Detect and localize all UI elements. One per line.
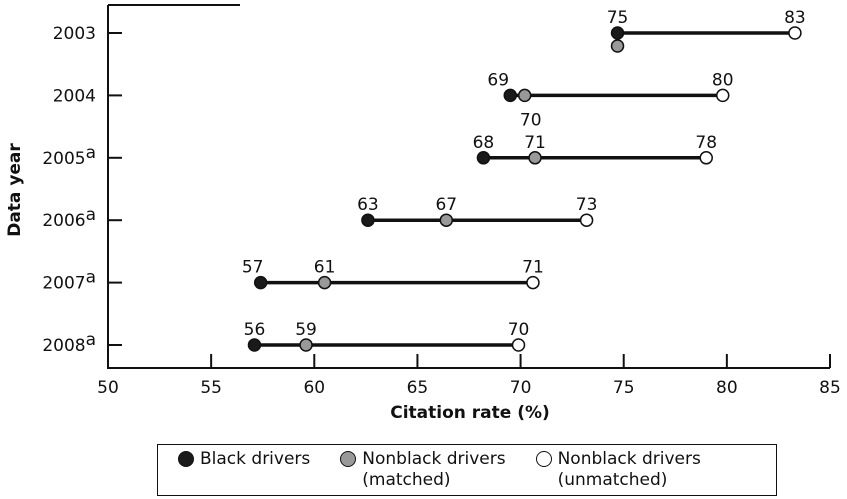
data-point xyxy=(476,151,491,165)
data-point xyxy=(788,26,802,40)
data-point xyxy=(439,213,454,227)
data-point xyxy=(715,88,730,103)
y-tick-label: 2008a xyxy=(42,330,96,356)
y-tick-label: 2003 xyxy=(53,24,96,44)
x-tick-label: 50 xyxy=(97,378,119,398)
legend-item-matched: Nonblack drivers (matched) xyxy=(340,449,506,491)
x-tick-label: 75 xyxy=(613,378,635,398)
legend-item-unmatched: Nonblack drivers (unmatched) xyxy=(535,449,701,491)
y-tick-label: 2006a xyxy=(42,205,96,231)
data-label: 69 xyxy=(487,70,509,90)
data-point xyxy=(247,338,262,352)
data-label: 68 xyxy=(473,133,495,153)
data-label: 80 xyxy=(712,70,734,90)
data-point xyxy=(699,151,713,165)
legend: Black drivers Nonblack drivers (matched)… xyxy=(157,444,777,496)
x-tick-label: 60 xyxy=(303,378,325,398)
data-label: 71 xyxy=(524,133,546,153)
y-tick-label: 2004 xyxy=(53,86,96,106)
data-label: 67 xyxy=(435,195,457,215)
data-label: 78 xyxy=(695,133,717,153)
white-dot-icon xyxy=(535,451,552,467)
data-label: 70 xyxy=(520,110,542,130)
gray-dot-icon xyxy=(340,451,357,467)
legend-label: Nonblack drivers (matched) xyxy=(362,449,506,490)
data-label: 75 xyxy=(607,8,629,28)
data-point xyxy=(526,275,540,290)
data-label: 83 xyxy=(784,8,806,28)
x-tick-label: 85 xyxy=(819,378,841,398)
data-point xyxy=(361,213,375,227)
data-point xyxy=(610,39,625,53)
data-label: 56 xyxy=(244,320,266,340)
data-point xyxy=(610,26,625,40)
data-point xyxy=(579,213,594,227)
plot-area: 50 55 60 65 70 75 80 85 2003 75 83 2004 69 70 80 2005a 6… xyxy=(42,4,841,398)
data-point xyxy=(317,275,332,290)
data-label: 57 xyxy=(242,258,264,278)
data-point xyxy=(528,151,542,165)
x-tick-label: 55 xyxy=(200,378,222,398)
dumbbell-chart: 50 55 60 65 70 75 80 85 2003 75 83 2004 69 70 80 2005a 6… xyxy=(5,4,841,423)
data-point xyxy=(299,338,313,352)
data-label: 59 xyxy=(295,320,317,340)
data-label: 63 xyxy=(357,195,379,215)
y-tick-label: 2005a xyxy=(42,143,96,169)
legend-item-black: Black drivers xyxy=(178,449,310,470)
x-tick-label: 65 xyxy=(407,378,429,398)
axis-frame xyxy=(107,5,830,369)
legend-label: Nonblack drivers (unmatched) xyxy=(557,449,701,490)
x-tick-label: 80 xyxy=(716,378,738,398)
data-label: 71 xyxy=(522,258,544,278)
data-label: 70 xyxy=(508,320,530,340)
legend-label: Black drivers xyxy=(200,449,311,469)
x-axis-title: Citation rate (%) xyxy=(390,403,550,423)
data-point xyxy=(517,88,532,103)
data-point xyxy=(253,275,268,290)
data-point xyxy=(503,88,518,103)
data-label: 73 xyxy=(576,195,598,215)
y-tick-label: 2007a xyxy=(42,268,96,294)
data-label: 61 xyxy=(314,258,336,278)
x-tick-label: 70 xyxy=(510,378,532,398)
data-point xyxy=(511,338,526,352)
black-dot-icon xyxy=(178,451,194,467)
y-axis-title: Data year xyxy=(5,143,25,237)
